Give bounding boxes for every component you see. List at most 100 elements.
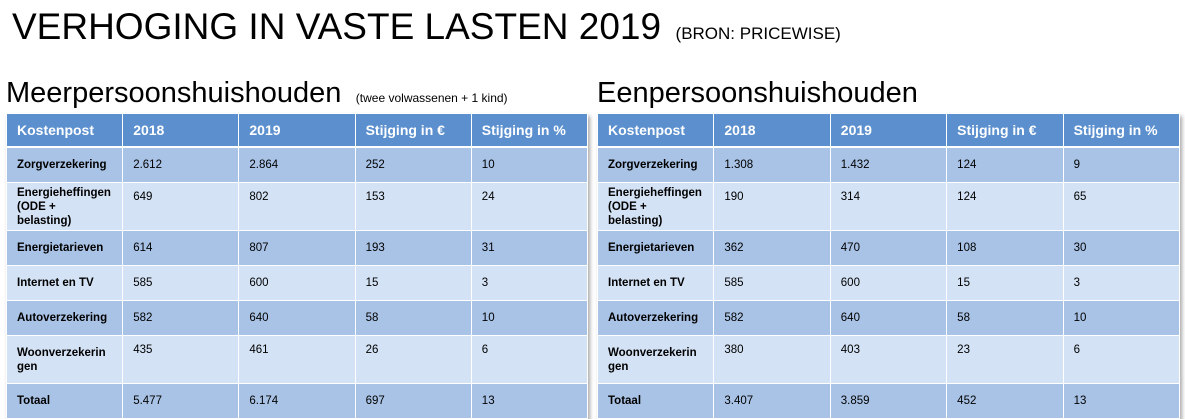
value-2019: 1.432 <box>829 146 948 183</box>
table-row: Woonverzekerin gen 380 403 23 6 <box>596 335 1181 384</box>
increase-pct: 10 <box>470 146 589 183</box>
row-label: Zorgverzekering <box>5 146 124 183</box>
value-2018: 3.407 <box>713 383 831 419</box>
table-title-block: Meerpersoonshuishouden (twee volwassenen… <box>6 77 588 113</box>
row-label: Zorgverzekering <box>596 146 715 183</box>
increase-eur: 23 <box>946 335 1064 384</box>
table-row: Zorgverzekering 1.308 1.432 124 9 <box>596 146 1181 183</box>
column-header: 2019 <box>238 113 356 148</box>
value-2019: 3.859 <box>829 383 948 419</box>
value-2018: 190 <box>713 182 831 231</box>
increase-eur: 58 <box>946 300 1064 336</box>
value-2019: 6.174 <box>238 383 356 419</box>
column-header: Stijging in € <box>354 113 472 148</box>
value-2018: 2.612 <box>122 146 240 183</box>
table-title: Meerpersoonshuishouden <box>6 77 342 109</box>
source-note: (BRON: PRICEWISE) <box>675 24 841 43</box>
increase-pct: 24 <box>470 182 589 231</box>
increase-pct: 31 <box>470 230 589 266</box>
increase-pct: 6 <box>470 335 589 384</box>
table-title-block: Eenpersoonshuishouden <box>597 77 1180 113</box>
increase-eur: 15 <box>946 265 1064 301</box>
page-title-block: VERHOGING IN VASTE LASTEN 2019 (BRON: PR… <box>12 6 841 48</box>
increase-eur: 252 <box>354 146 472 183</box>
value-2018: 380 <box>713 335 831 384</box>
increase-eur: 153 <box>354 182 472 231</box>
value-2018: 1.308 <box>713 146 831 183</box>
increase-pct: 3 <box>470 265 589 301</box>
row-label: Autoverzekering <box>596 300 715 336</box>
page-title: VERHOGING IN VASTE LASTEN 2019 <box>12 6 662 47</box>
value-2019: 314 <box>829 182 948 231</box>
increase-eur: 124 <box>946 182 1064 231</box>
row-label: Energieheffingen (ODE + belasting) <box>5 182 124 231</box>
column-header: Stijging in % <box>1062 113 1181 148</box>
increase-eur: 26 <box>354 335 472 384</box>
row-label: Energietarieven <box>5 230 124 266</box>
increase-eur: 108 <box>946 230 1064 266</box>
table-row-total: Totaal 3.407 3.859 452 13 <box>596 383 1181 419</box>
increase-pct: 6 <box>1062 335 1181 384</box>
column-header: Stijging in % <box>470 113 589 148</box>
increase-eur: 58 <box>354 300 472 336</box>
increase-pct: 10 <box>1062 300 1181 336</box>
table-title: Eenpersoonshuishouden <box>597 77 918 109</box>
column-header: Kostenpost <box>5 113 124 148</box>
increase-eur: 15 <box>354 265 472 301</box>
value-2018: 582 <box>713 300 831 336</box>
header-row: Kostenpost 2018 2019 Stijging in € Stijg… <box>5 113 589 148</box>
costs-table-eenpersoons: Kostenpost 2018 2019 Stijging in € Stijg… <box>596 113 1181 419</box>
increase-eur: 697 <box>354 383 472 419</box>
increase-pct: 13 <box>470 383 589 419</box>
row-label: Energieheffingen (ODE + belasting) <box>596 182 715 231</box>
table-row: Energietarieven 362 470 108 30 <box>596 230 1181 266</box>
increase-pct: 30 <box>1062 230 1181 266</box>
table-row: Autoverzekering 582 640 58 10 <box>596 300 1181 336</box>
table-row: Internet en TV 585 600 15 3 <box>596 265 1181 301</box>
row-label: Energietarieven <box>596 230 715 266</box>
row-label: Woonverzekerin gen <box>5 335 124 384</box>
column-header: Stijging in € <box>946 113 1064 148</box>
value-2019: 2.864 <box>238 146 356 183</box>
row-label: Woonverzekerin gen <box>596 335 715 384</box>
column-header: 2018 <box>713 113 831 148</box>
value-2019: 640 <box>829 300 948 336</box>
panel-eenpersoons: Eenpersoonshuishouden Kostenpost 2018 20… <box>596 77 1181 419</box>
value-2018: 582 <box>122 300 240 336</box>
costs-table-meerpersoons: Kostenpost 2018 2019 Stijging in € Stijg… <box>5 113 589 419</box>
table-row: Autoverzekering 582 640 58 10 <box>5 300 589 336</box>
value-2018: 585 <box>122 265 240 301</box>
column-header: 2019 <box>829 113 948 148</box>
value-2018: 585 <box>713 265 831 301</box>
increase-pct: 65 <box>1062 182 1181 231</box>
row-label: Totaal <box>596 383 715 419</box>
table-row: Zorgverzekering 2.612 2.864 252 10 <box>5 146 589 183</box>
panel-meerpersoons: Meerpersoonshuishouden (twee volwassenen… <box>5 77 589 419</box>
value-2018: 362 <box>713 230 831 266</box>
value-2019: 600 <box>238 265 356 301</box>
increase-eur: 452 <box>946 383 1064 419</box>
value-2019: 600 <box>829 265 948 301</box>
header-row: Kostenpost 2018 2019 Stijging in € Stijg… <box>596 113 1181 148</box>
table-row: Energietarieven 614 807 193 31 <box>5 230 589 266</box>
row-label: Internet en TV <box>596 265 715 301</box>
increase-pct: 13 <box>1062 383 1181 419</box>
increase-pct: 9 <box>1062 146 1181 183</box>
table-row: Internet en TV 585 600 15 3 <box>5 265 589 301</box>
value-2019: 461 <box>238 335 356 384</box>
value-2018: 5.477 <box>122 383 240 419</box>
increase-pct: 3 <box>1062 265 1181 301</box>
value-2019: 403 <box>829 335 948 384</box>
column-header: Kostenpost <box>596 113 715 148</box>
row-label: Totaal <box>5 383 124 419</box>
value-2019: 807 <box>238 230 356 266</box>
table-row: Energieheffingen (ODE + belasting) 649 8… <box>5 182 589 231</box>
value-2019: 470 <box>829 230 948 266</box>
table-subtitle: (twee volwassenen + 1 kind) <box>355 91 508 105</box>
value-2019: 802 <box>238 182 356 231</box>
row-label: Autoverzekering <box>5 300 124 336</box>
value-2018: 435 <box>122 335 240 384</box>
value-2019: 640 <box>238 300 356 336</box>
increase-eur: 193 <box>354 230 472 266</box>
increase-pct: 10 <box>470 300 589 336</box>
